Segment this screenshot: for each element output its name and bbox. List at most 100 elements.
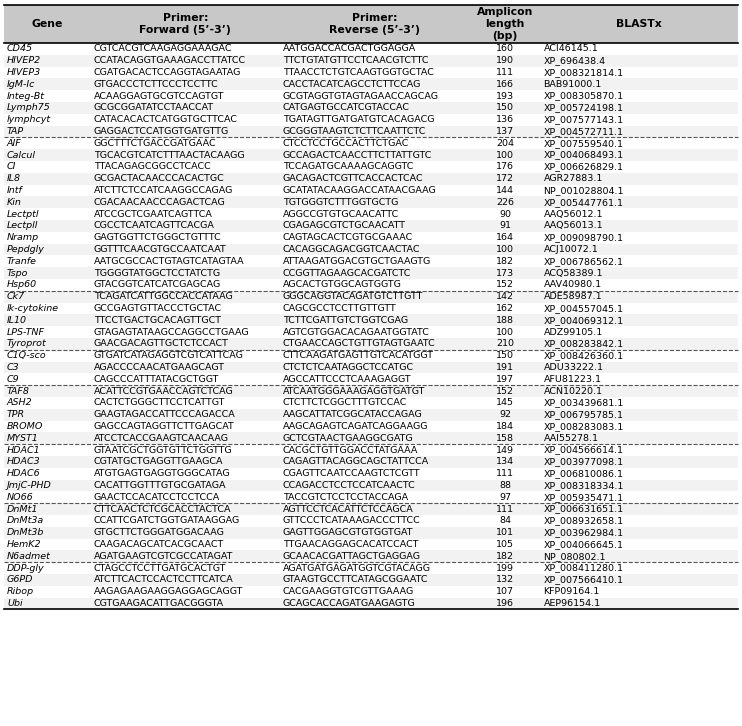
- Bar: [4, 114, 738, 126]
- Bar: [4, 314, 738, 326]
- Text: AAI55278.1: AAI55278.1: [544, 434, 599, 443]
- Text: ACN10220.1: ACN10220.1: [544, 387, 603, 396]
- Text: AGCCATTCCCTCAAAGAGGT: AGCCATTCCCTCAAAGAGGT: [283, 375, 412, 384]
- Bar: [4, 5, 738, 43]
- Text: IL8: IL8: [7, 174, 21, 183]
- Text: ADU33222.1: ADU33222.1: [544, 363, 603, 372]
- Bar: [4, 574, 738, 586]
- Text: ATGTGAGTGAGGTGGGCATAG: ATGTGAGTGAGGTGGGCATAG: [93, 469, 230, 478]
- Text: Nramp: Nramp: [7, 233, 39, 242]
- Text: XP_006626829.1: XP_006626829.1: [544, 163, 623, 171]
- Text: CCGGTTAGAAGCACGATCTC: CCGGTTAGAAGCACGATCTC: [283, 269, 411, 277]
- Text: GAACTCCACATCCTCCTCCA: GAACTCCACATCCTCCTCCA: [93, 493, 220, 502]
- Bar: [4, 67, 738, 78]
- Text: lymphcyt: lymphcyt: [7, 115, 51, 124]
- Bar: [4, 197, 738, 208]
- Text: 100: 100: [496, 150, 514, 160]
- Text: TAP: TAP: [7, 127, 24, 136]
- Text: GTGACCCTCTTCCCTCCTTC: GTGACCCTCTTCCCTCCTTC: [93, 80, 218, 89]
- Text: AGACCCCAACATGAAGCAGT: AGACCCCAACATGAAGCAGT: [93, 363, 225, 372]
- Text: Lectpll: Lectpll: [7, 221, 39, 230]
- Text: 210: 210: [496, 339, 514, 348]
- Text: AAV40980.1: AAV40980.1: [544, 280, 602, 290]
- Text: 172: 172: [496, 174, 514, 183]
- Text: CACGAAGGTGTCGTTGAAAG: CACGAAGGTGTCGTTGAAAG: [283, 587, 414, 596]
- Text: AGATGAAGTCGTCGCCATAGAT: AGATGAAGTCGTCGCCATAGAT: [93, 552, 233, 560]
- Text: GCCGAGTGTTACCCTGCTAC: GCCGAGTGTTACCCTGCTAC: [93, 304, 222, 313]
- Text: TTAACCTCTGTCAAGTGGTGCTAC: TTAACCTCTGTCAAGTGGTGCTAC: [283, 68, 434, 77]
- Text: AGTTCCTCACATTCTCCAGCA: AGTTCCTCACATTCTCCAGCA: [283, 505, 414, 513]
- Text: C3: C3: [7, 363, 19, 372]
- Text: ADE58987.1: ADE58987.1: [544, 292, 603, 301]
- Bar: [4, 208, 738, 220]
- Bar: [4, 244, 738, 256]
- Text: DnMt1: DnMt1: [7, 505, 39, 513]
- Text: 136: 136: [496, 115, 514, 124]
- Text: 88: 88: [499, 481, 511, 490]
- Bar: [4, 444, 738, 456]
- Text: 190: 190: [496, 56, 514, 65]
- Text: 111: 111: [496, 469, 514, 478]
- Text: AAQ56012.1: AAQ56012.1: [544, 210, 603, 219]
- Text: GAGGACTCCATGGTGATGTTG: GAGGACTCCATGGTGATGTTG: [93, 127, 229, 136]
- Text: AGATGATGAGATGGTCGTACAGG: AGATGATGAGATGGTCGTACAGG: [283, 563, 431, 573]
- Bar: [4, 326, 738, 338]
- Text: GAGCCAGTAGGTTCTTGAGCAT: GAGCCAGTAGGTTCTTGAGCAT: [93, 422, 234, 431]
- Text: Gene: Gene: [32, 19, 63, 29]
- Text: XP_007566410.1: XP_007566410.1: [544, 576, 623, 584]
- Text: GGGCAGGTACAGATGTCTTGTT: GGGCAGGTACAGATGTCTTGTT: [283, 292, 424, 301]
- Text: TTACAGAGCGGCCTCACC: TTACAGAGCGGCCTCACC: [93, 163, 211, 171]
- Text: Ck7: Ck7: [7, 292, 25, 301]
- Text: 92: 92: [499, 410, 511, 419]
- Text: 204: 204: [496, 139, 514, 148]
- Text: XP_008411280.1: XP_008411280.1: [544, 563, 623, 573]
- Text: BROMO: BROMO: [7, 422, 43, 431]
- Text: CTTCAAGATGAGTTGTCACATGGT: CTTCAAGATGAGTTGTCACATGGT: [283, 351, 434, 360]
- Bar: [4, 126, 738, 137]
- Text: GCAGCACCAGATGAAGAGTG: GCAGCACCAGATGAAGAGTG: [283, 599, 416, 608]
- Text: GTAGAGTATAAGCCAGGCCTGAAG: GTAGAGTATAAGCCAGGCCTGAAG: [93, 327, 249, 337]
- Text: CATACACACTCATGGTGCTTCAC: CATACACACTCATGGTGCTTCAC: [93, 115, 237, 124]
- Text: 90: 90: [499, 210, 511, 219]
- Text: 144: 144: [496, 186, 514, 195]
- Bar: [4, 586, 738, 597]
- Text: IgM-Ic: IgM-Ic: [7, 80, 36, 89]
- Text: KFP09164.1: KFP09164.1: [544, 587, 600, 596]
- Text: CAGCCCATTTATACGCTGGT: CAGCCCATTTATACGCTGGT: [93, 375, 219, 384]
- Text: XP_009098790.1: XP_009098790.1: [544, 233, 623, 242]
- Bar: [4, 562, 738, 574]
- Text: 145: 145: [496, 399, 514, 407]
- Text: Tspo: Tspo: [7, 269, 28, 277]
- Text: TGTGGGTCTTTGGTGCTG: TGTGGGTCTTTGGTGCTG: [283, 197, 398, 207]
- Text: Tyroprot: Tyroprot: [7, 339, 47, 348]
- Text: Tranfe: Tranfe: [7, 257, 37, 266]
- Text: GAACGACAGTTGCTCTCCACT: GAACGACAGTTGCTCTCCACT: [93, 339, 229, 348]
- Text: 191: 191: [496, 363, 514, 372]
- Text: GCAACACGATTAGCTGAGGAG: GCAACACGATTAGCTGAGGAG: [283, 552, 421, 560]
- Text: 176: 176: [496, 163, 514, 171]
- Text: ACATTCCGTGAACCAGTCTCAG: ACATTCCGTGAACCAGTCTCAG: [93, 387, 234, 396]
- Bar: [4, 597, 738, 609]
- Text: 152: 152: [496, 280, 514, 290]
- Text: ATTAAGATGGACGTGCTGAAGTG: ATTAAGATGGACGTGCTGAAGTG: [283, 257, 431, 266]
- Text: HDAC6: HDAC6: [7, 469, 41, 478]
- Text: XP_004069312.1: XP_004069312.1: [544, 316, 624, 325]
- Text: CGTCACGTCAAGAGGAAAGAC: CGTCACGTCAAGAGGAAAGAC: [93, 44, 232, 54]
- Text: Kin: Kin: [7, 197, 22, 207]
- Text: XP_008318334.1: XP_008318334.1: [544, 481, 624, 490]
- Text: AGTCGTGGACACAGAATGGTATC: AGTCGTGGACACAGAATGGTATC: [283, 327, 430, 337]
- Text: AGGCCGTGTGCAACATTC: AGGCCGTGTGCAACATTC: [283, 210, 399, 219]
- Text: XP_007577143.1: XP_007577143.1: [544, 115, 624, 124]
- Text: 199: 199: [496, 563, 514, 573]
- Bar: [4, 220, 738, 232]
- Text: AATGGACCACGACTGGAGGA: AATGGACCACGACTGGAGGA: [283, 44, 416, 54]
- Text: CAGAGTTACAGGCAGCTATTCCA: CAGAGTTACAGGCAGCTATTCCA: [283, 457, 429, 466]
- Bar: [4, 515, 738, 527]
- Text: 152: 152: [496, 387, 514, 396]
- Text: TGGGGTATGGCTCCTATCTG: TGGGGTATGGCTCCTATCTG: [93, 269, 220, 277]
- Bar: [4, 279, 738, 291]
- Text: Ubi: Ubi: [7, 599, 22, 608]
- Text: CD45: CD45: [7, 44, 33, 54]
- Text: C1Q-sco: C1Q-sco: [7, 351, 47, 360]
- Text: CGAGAGCGTCTGCAACATT: CGAGAGCGTCTGCAACATT: [283, 221, 406, 230]
